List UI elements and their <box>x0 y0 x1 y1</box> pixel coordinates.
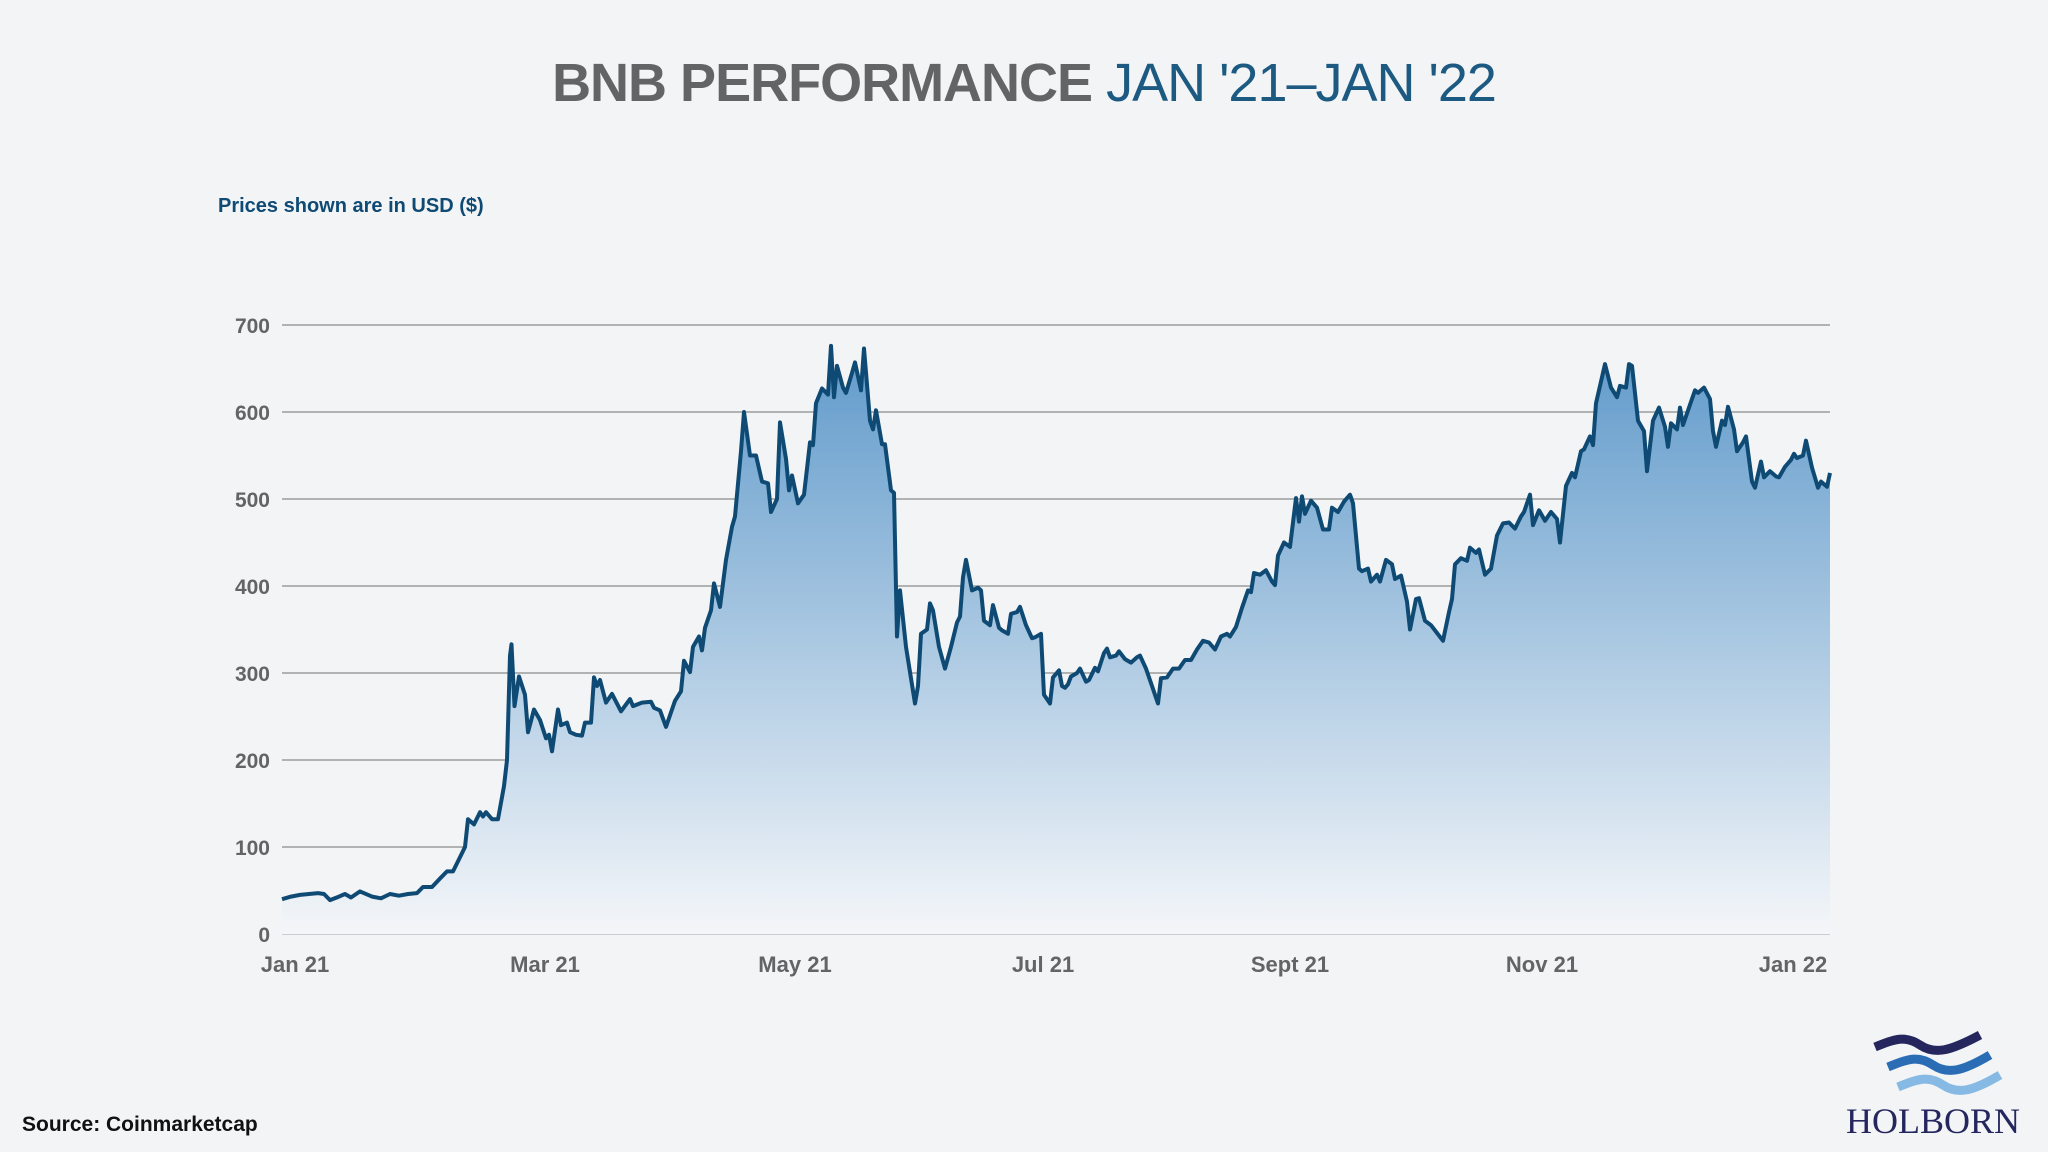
holborn-waves-icon <box>1873 1031 2003 1095</box>
price-line <box>281 343 1832 903</box>
y-tick-label: 300 <box>235 663 270 686</box>
title-date-range: JAN '21–JAN '22 <box>1106 53 1497 113</box>
x-tick-label: Nov 21 <box>1506 952 1578 977</box>
x-tick-label: May 21 <box>758 952 831 977</box>
y-axis: 0 100 200 300 400 500 600 700 <box>235 315 270 947</box>
title-bold: BNB PERFORMANCE <box>552 53 1093 113</box>
currency-note: Prices shown are in USD ($) <box>218 195 484 217</box>
holborn-logo-text: HOLBORN <box>1846 1101 2021 1141</box>
x-axis: Jan 21 Mar 21 May 21 Jul 21 Sept 21 Nov 21 Jan… <box>261 952 1828 977</box>
x-tick-label: Jul 21 <box>1012 952 1074 977</box>
y-tick-label: 200 <box>235 750 270 773</box>
y-tick-label: 400 <box>235 576 270 599</box>
page-title: BNB PERFORMANCE JAN '21–JAN '22 <box>0 52 2048 114</box>
source-note: Source: Coinmarketcap <box>22 1113 258 1136</box>
y-tick-label: 700 <box>235 315 270 338</box>
x-tick-label: Mar 21 <box>510 952 580 977</box>
y-tick-label: 500 <box>235 489 270 512</box>
y-tick-label: 0 <box>258 924 270 947</box>
price-area-fill <box>282 345 1830 934</box>
x-tick-label: Jan 21 <box>261 952 330 977</box>
x-tick-label: Jan 22 <box>1759 952 1828 977</box>
y-tick-label: 600 <box>235 402 270 425</box>
y-tick-label: 100 <box>235 837 270 860</box>
x-tick-label: Sept 21 <box>1251 952 1329 977</box>
